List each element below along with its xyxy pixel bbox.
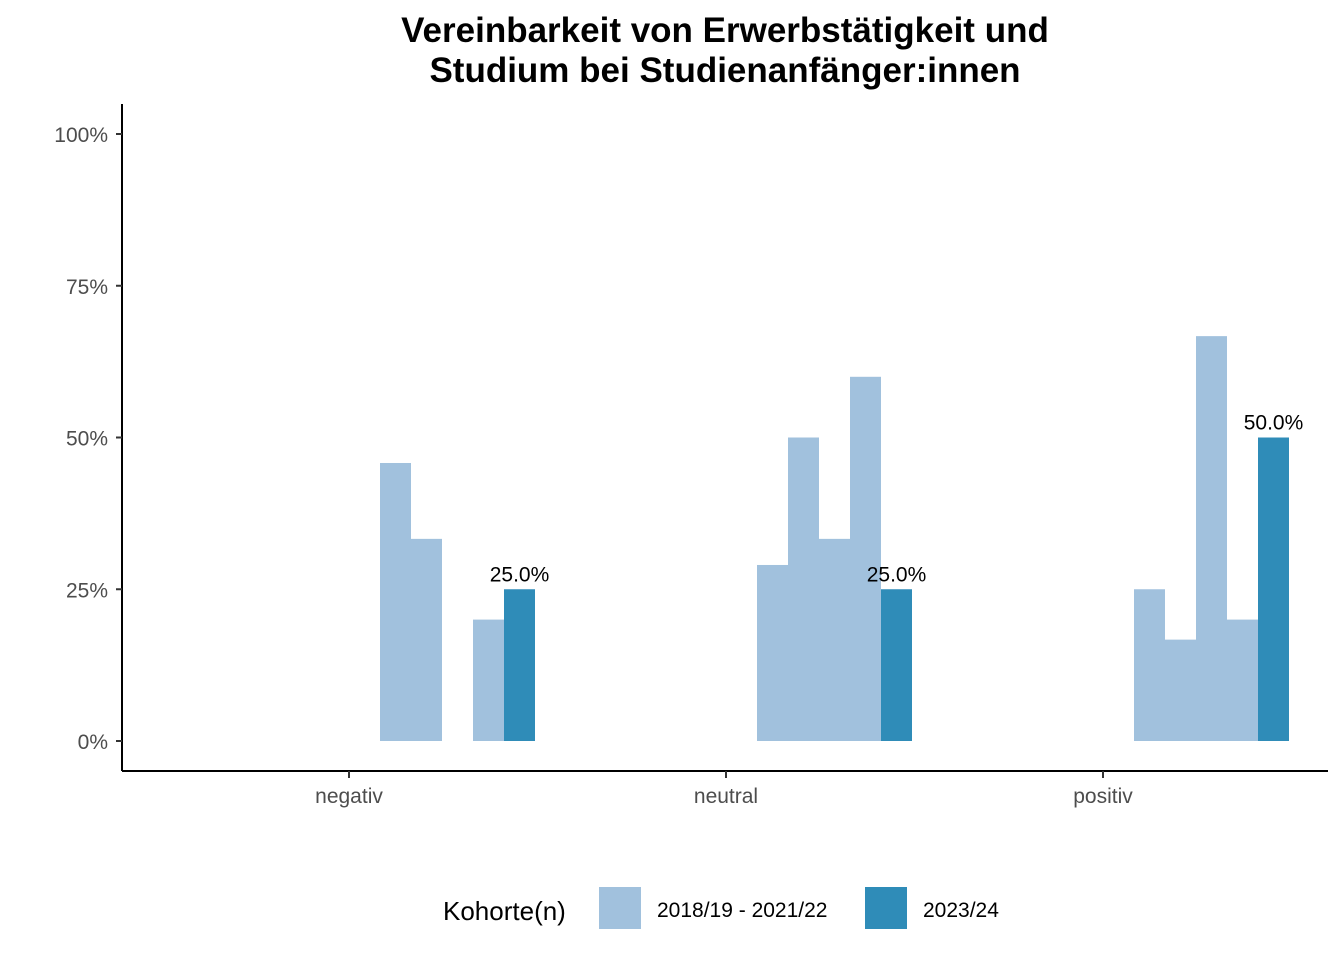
data-label: 25.0% <box>867 563 927 586</box>
bar-historic <box>1165 639 1196 741</box>
bar-historic <box>850 376 881 741</box>
y-tick-label: 25% <box>66 579 108 602</box>
bar-historic <box>757 564 788 741</box>
bar-current <box>881 589 912 741</box>
bar-historic <box>1134 589 1165 741</box>
bar-historic <box>380 462 411 741</box>
axes: 0% 25% 50% 75% 100% negativ neutral positiv <box>54 104 1328 808</box>
bar-historic <box>1227 619 1258 741</box>
bar-current <box>504 589 535 741</box>
y-tick-label: 75% <box>66 276 108 299</box>
chart-title-line-2: Studium bei Studienanfänger:innen <box>429 51 1020 90</box>
bar-current <box>1258 437 1289 741</box>
x-tick-label: neutral <box>694 785 758 808</box>
y-tick-label: 0% <box>78 731 108 754</box>
bars <box>380 336 1289 741</box>
legend: Kohorte(n) 2018/19 - 2021/22 2023/24 <box>443 887 999 929</box>
legend-swatch-current <box>865 887 907 929</box>
legend-label-current: 2023/24 <box>923 899 999 922</box>
data-label: 50.0% <box>1244 412 1304 435</box>
bar-historic <box>1196 336 1227 741</box>
legend-label-historic: 2018/19 - 2021/22 <box>657 899 827 922</box>
data-label: 25.0% <box>490 563 550 586</box>
bar-historic <box>819 538 850 741</box>
x-tick-label: negativ <box>315 785 383 808</box>
x-tick-label: positiv <box>1073 785 1133 808</box>
y-tick-label: 50% <box>66 428 108 451</box>
bar-historic <box>788 437 819 741</box>
y-tick-label: 100% <box>54 124 108 147</box>
data-labels: 25.0% 25.0% 50.0% <box>490 412 1304 587</box>
legend-swatch-historic <box>599 887 641 929</box>
legend-title: Kohorte(n) <box>443 896 566 926</box>
bar-historic <box>411 538 442 741</box>
bar-historic <box>473 619 504 741</box>
chart-title-line-1: Vereinbarkeit von Erwerbstätigkeit und <box>401 11 1049 50</box>
